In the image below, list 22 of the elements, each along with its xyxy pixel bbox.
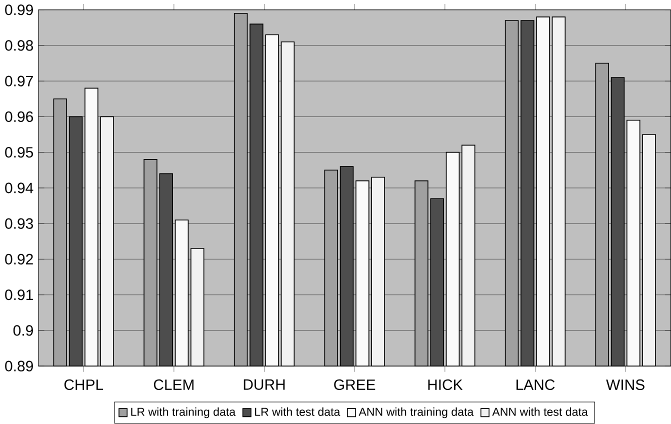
y-tick-label: 0.9	[13, 325, 33, 336]
y-tick-label: 0.92	[5, 254, 33, 265]
y-tick-label: 0.89	[5, 361, 33, 372]
x-tick-label: DURH	[244, 380, 285, 390]
y-tick-label: 0.96	[5, 112, 33, 122]
y-tick-label: 0.99	[5, 4, 33, 16]
x-tick-label: WINS	[606, 380, 644, 390]
y-tick-label: 0.98	[5, 40, 33, 51]
y-tick-label: 0.93	[5, 218, 33, 230]
legend-label: LR with test data	[255, 408, 340, 416]
x-tick-label: GREE	[334, 380, 376, 390]
x-tick-label: HICK	[428, 380, 463, 390]
y-tick-label: 0.97	[5, 76, 33, 87]
legend-label: ANN with training data	[358, 408, 474, 418]
y-tick-label: 0.95	[5, 147, 33, 158]
y-tick-label: 0.94	[5, 182, 34, 194]
y-tick-label: 0.91	[5, 290, 33, 300]
legend-label: ANN with test data	[492, 408, 588, 416]
x-tick-label: CHPL	[64, 380, 104, 390]
legend-label: LR with training data	[131, 408, 236, 418]
x-tick-label: CLEM	[154, 380, 194, 390]
x-tick-label: LANC	[516, 380, 555, 390]
